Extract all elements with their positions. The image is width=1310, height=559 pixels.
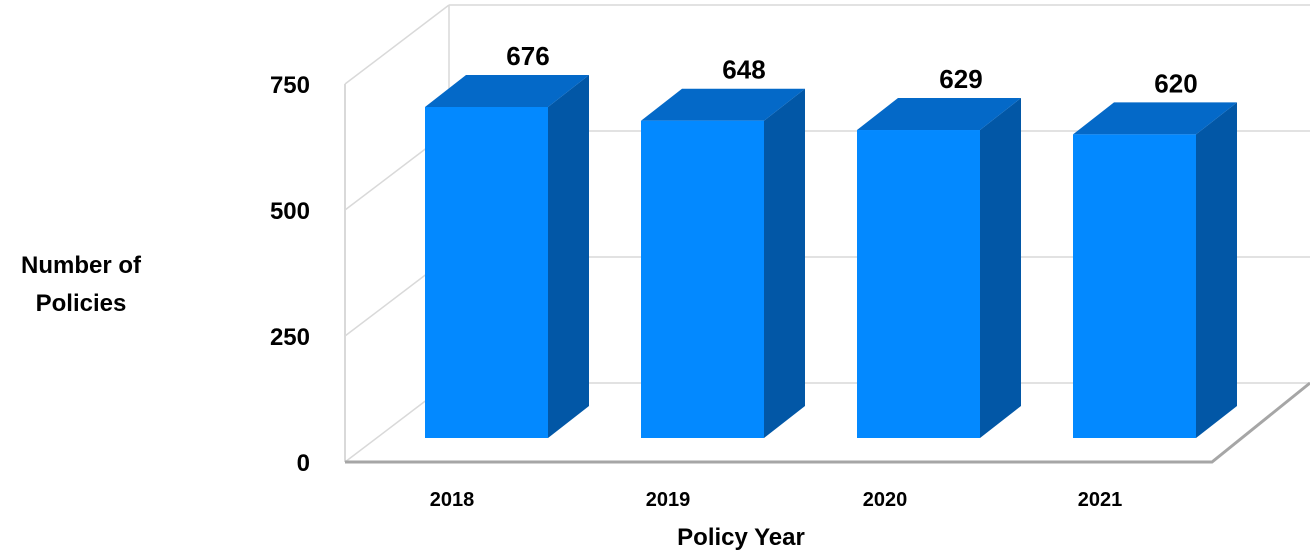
y-tick-label: 0: [297, 450, 310, 477]
bar-top: [641, 88, 805, 121]
data-label: 620: [1154, 68, 1197, 98]
y-tick-label: 500: [270, 198, 310, 225]
data-label: 629: [939, 64, 982, 94]
bar: [641, 120, 764, 439]
bar: [857, 130, 980, 439]
x-axis-floor: [345, 381, 1310, 464]
y-tick-label: 250: [270, 324, 310, 351]
bars: [425, 75, 1237, 439]
labels: 0 250 500 750 676 2018 648 2019 629 2020 620 2021: [270, 41, 1198, 511]
x-tick-label: 2021: [1078, 489, 1123, 511]
gridline-wall-3: [344, 4, 450, 85]
bar: [425, 107, 548, 438]
bar-side: [764, 88, 805, 439]
data-label: 648: [722, 55, 765, 85]
x-tick-label: 2020: [863, 489, 908, 511]
bar-top: [1073, 102, 1237, 135]
bar-top: [425, 75, 589, 107]
bar-side: [980, 98, 1021, 439]
x-axis-title: Policy Year: [677, 524, 805, 551]
bar-top: [857, 98, 1021, 131]
x-tick-label: 2018: [430, 489, 475, 511]
y-axis-title-line-1: Number of: [21, 252, 142, 279]
bar-side: [1196, 102, 1237, 439]
y-axis-title-line-2: Policies: [36, 290, 127, 317]
bar: [1073, 134, 1196, 439]
y-tick-label: 750: [270, 72, 310, 99]
data-label: 676: [506, 41, 549, 71]
x-tick-label: 2019: [646, 489, 691, 511]
bar-side: [548, 75, 589, 438]
